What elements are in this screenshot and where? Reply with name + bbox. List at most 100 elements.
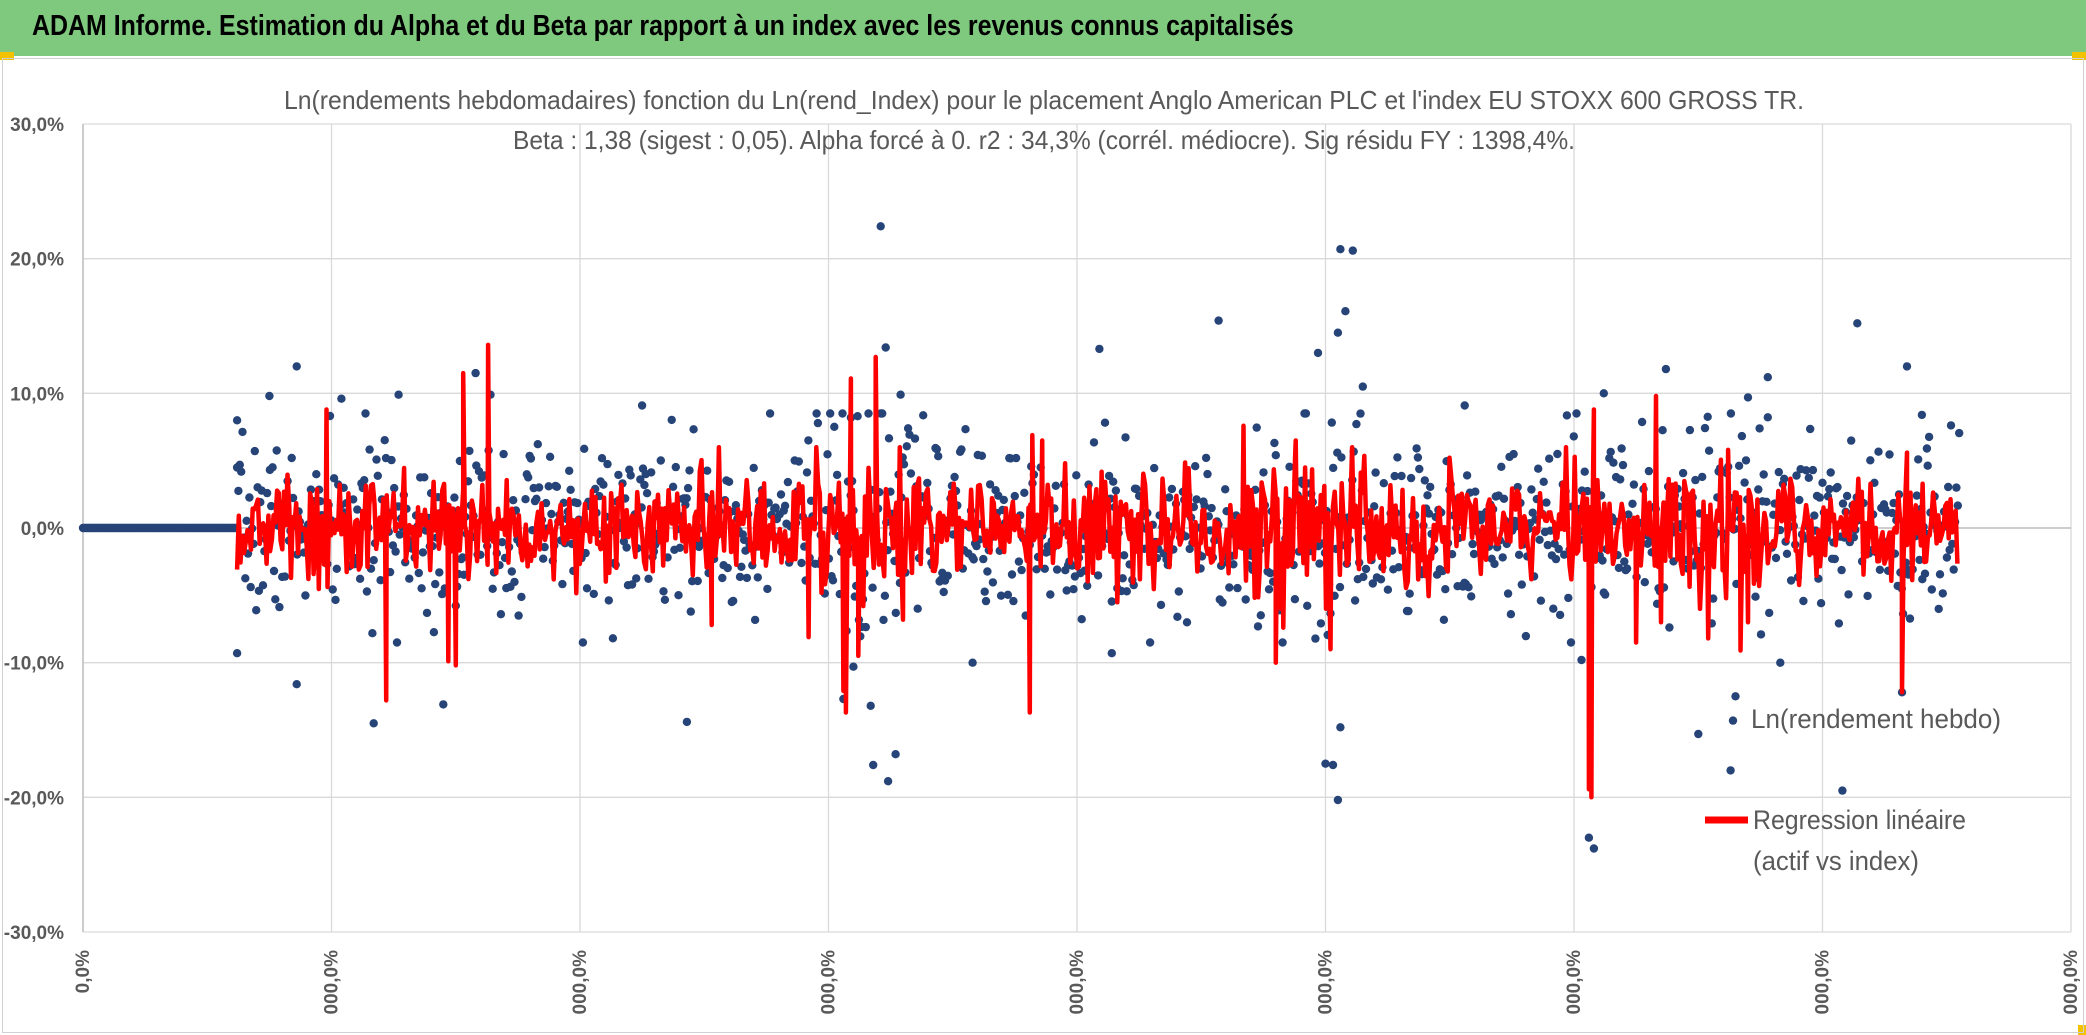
data-point xyxy=(1782,549,1792,558)
data-point xyxy=(1270,438,1279,448)
data-point xyxy=(910,434,920,443)
data-point xyxy=(763,584,772,594)
data-point xyxy=(1614,563,1624,573)
data-point xyxy=(262,488,272,498)
data-point xyxy=(353,505,362,514)
data-point xyxy=(1397,471,1406,481)
data-point xyxy=(1406,473,1416,483)
chart-legend[interactable]: Ln(rendement hebdo) Regression linéaire … xyxy=(1705,704,2001,876)
data-point xyxy=(724,477,734,486)
y-tick-label: -20,0% xyxy=(4,788,64,809)
data-point xyxy=(923,478,932,488)
data-point xyxy=(878,409,887,418)
data-point xyxy=(329,474,339,483)
data-point xyxy=(1755,424,1764,433)
data-point xyxy=(1551,554,1561,564)
data-point xyxy=(1132,484,1141,494)
data-point xyxy=(1167,484,1177,494)
data-point xyxy=(1620,557,1629,566)
data-point xyxy=(883,777,893,786)
data-point xyxy=(1837,565,1846,575)
data-point xyxy=(1052,565,1062,574)
data-point xyxy=(496,610,506,619)
x-tick-label: 000,0% xyxy=(819,950,840,1015)
y-tick-label: -30,0% xyxy=(4,923,64,944)
data-point xyxy=(1311,634,1320,643)
data-point xyxy=(271,595,280,604)
data-point xyxy=(1121,433,1130,442)
data-point xyxy=(394,390,403,399)
chart-area[interactable]: Ln(rendements hebdomadaires) fonction du… xyxy=(2,58,2084,1033)
data-point xyxy=(739,535,749,545)
data-point xyxy=(753,573,762,582)
data-point xyxy=(1394,563,1404,572)
cell-corner-marker xyxy=(2078,1025,2086,1035)
x-tick-label: 000,0% xyxy=(322,950,343,1015)
data-point xyxy=(1462,471,1472,480)
data-point xyxy=(1253,622,1263,631)
data-point xyxy=(642,489,652,498)
data-point xyxy=(292,680,301,689)
data-point xyxy=(969,555,978,564)
data-point xyxy=(881,343,890,352)
report-header: ADAM Informe. Estimation du Alpha et du … xyxy=(0,0,2086,56)
data-point xyxy=(1863,591,1872,601)
data-point xyxy=(957,445,966,454)
data-point xyxy=(1616,475,1625,484)
data-point xyxy=(1637,417,1647,427)
data-point xyxy=(597,454,607,463)
data-point xyxy=(1077,615,1086,624)
data-point xyxy=(637,401,647,410)
data-point xyxy=(1866,456,1875,465)
data-point xyxy=(1536,596,1546,605)
data-point xyxy=(622,543,631,552)
data-point xyxy=(869,760,878,770)
data-point xyxy=(968,658,977,667)
data-point xyxy=(1278,638,1287,647)
data-point xyxy=(1838,499,1848,508)
cell-corner-marker xyxy=(0,52,14,60)
data-point xyxy=(1756,630,1766,639)
data-point xyxy=(614,470,623,480)
data-point xyxy=(932,445,941,454)
data-point xyxy=(514,611,523,620)
data-point xyxy=(521,495,530,504)
data-point xyxy=(1801,466,1811,475)
data-point xyxy=(1264,585,1274,594)
data-point xyxy=(640,480,649,490)
data-point xyxy=(532,494,541,503)
data-point xyxy=(1534,464,1543,473)
data-point xyxy=(1825,484,1834,494)
data-point xyxy=(599,480,608,489)
data-point xyxy=(558,579,567,589)
data-point xyxy=(488,584,497,593)
data-point xyxy=(246,582,255,592)
chart-subtitle: Beta : 1,38 (sigest : 0,05). Alpha forcé… xyxy=(513,125,1575,155)
data-point xyxy=(1580,467,1589,476)
data-point xyxy=(533,440,542,449)
data-point xyxy=(1371,468,1380,477)
data-point xyxy=(1513,482,1522,492)
data-point xyxy=(458,553,467,562)
data-point xyxy=(1698,472,1707,482)
data-point xyxy=(1469,549,1479,559)
data-point xyxy=(1404,606,1413,616)
data-point xyxy=(435,568,444,577)
data-point xyxy=(1315,559,1324,568)
data-point xyxy=(812,409,821,418)
data-point xyxy=(1368,579,1378,588)
legend-label-line-2: (actif vs index) xyxy=(1753,846,1919,876)
data-point xyxy=(1944,482,1953,492)
data-point xyxy=(376,576,385,585)
data-point xyxy=(471,368,480,378)
data-point xyxy=(1948,539,1957,549)
data-point xyxy=(1010,491,1019,501)
data-point xyxy=(1728,716,1738,725)
data-point xyxy=(272,446,281,455)
data-point xyxy=(1420,476,1430,485)
data-point xyxy=(934,452,943,461)
data-point xyxy=(566,485,575,494)
data-point xyxy=(735,572,745,582)
data-point xyxy=(1192,495,1201,504)
data-point xyxy=(1598,556,1607,565)
